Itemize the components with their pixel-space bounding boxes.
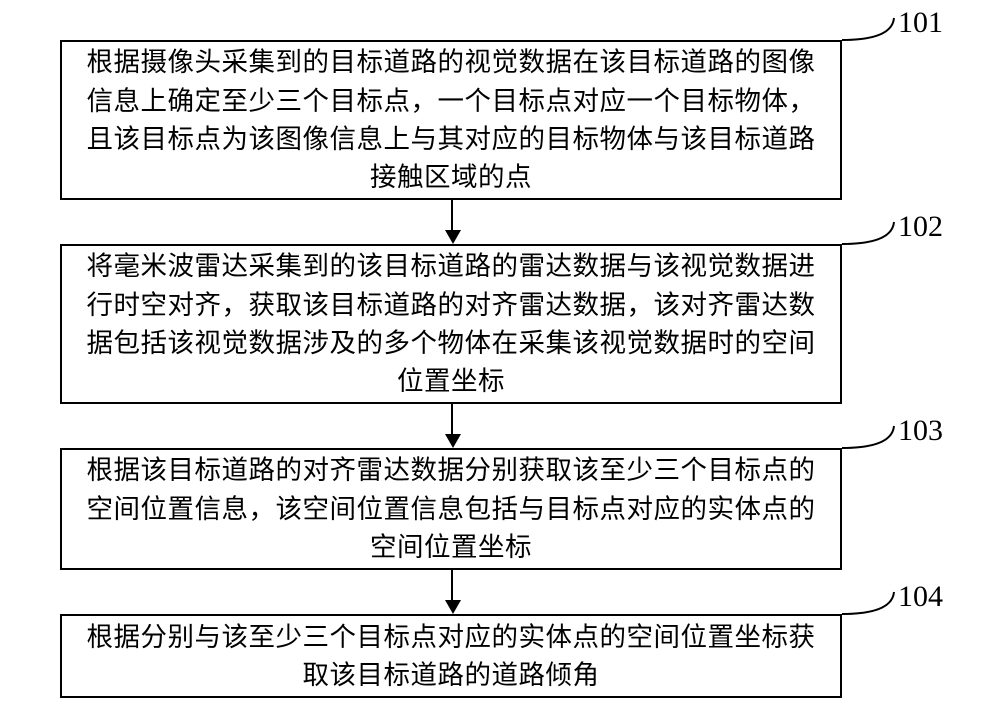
- arrow-2-3-line: [451, 404, 453, 436]
- flow-node-3-text: 根据该目标道路的对齐雷达数据分别获取该至少三个目标点的空间位置信息，该空间位置信…: [76, 451, 826, 566]
- flow-node-4: 根据分别与该至少三个目标点对应的实体点的空间位置坐标获取该目标道路的道路倾角: [60, 614, 842, 698]
- flow-node-2: 将毫米波雷达采集到的该目标道路的雷达数据与该视觉数据进行时空对齐，获取该目标道路…: [60, 244, 842, 404]
- arrow-3-4-line: [451, 570, 453, 602]
- flow-node-2-text: 将毫米波雷达采集到的该目标道路的雷达数据与该视觉数据进行时空对齐，获取该目标道路…: [76, 247, 826, 401]
- step-label-102: 102: [898, 210, 943, 244]
- flow-node-3: 根据该目标道路的对齐雷达数据分别获取该至少三个目标点的空间位置信息，该空间位置信…: [60, 448, 842, 570]
- flow-node-4-text: 根据分别与该至少三个目标点对应的实体点的空间位置坐标获取该目标道路的道路倾角: [76, 618, 826, 695]
- arrow-1-2-head: [445, 230, 461, 244]
- leader-line-3: [842, 426, 898, 452]
- arrow-2-3-head: [445, 434, 461, 448]
- step-label-101: 101: [898, 6, 943, 40]
- arrow-3-4-head: [445, 600, 461, 614]
- arrow-1-2-line: [451, 200, 453, 232]
- flow-node-1: 根据摄像头采集到的目标道路的视觉数据在该目标道路的图像信息上确定至少三个目标点，…: [60, 40, 842, 200]
- leader-line-2: [842, 222, 898, 248]
- flowchart-canvas: 根据摄像头采集到的目标道路的视觉数据在该目标道路的图像信息上确定至少三个目标点，…: [0, 0, 1000, 703]
- flow-node-1-text: 根据摄像头采集到的目标道路的视觉数据在该目标道路的图像信息上确定至少三个目标点，…: [76, 43, 826, 197]
- step-label-104: 104: [898, 580, 943, 614]
- leader-line-4: [842, 592, 898, 618]
- leader-line-1: [842, 18, 898, 44]
- step-label-103: 103: [898, 414, 943, 448]
